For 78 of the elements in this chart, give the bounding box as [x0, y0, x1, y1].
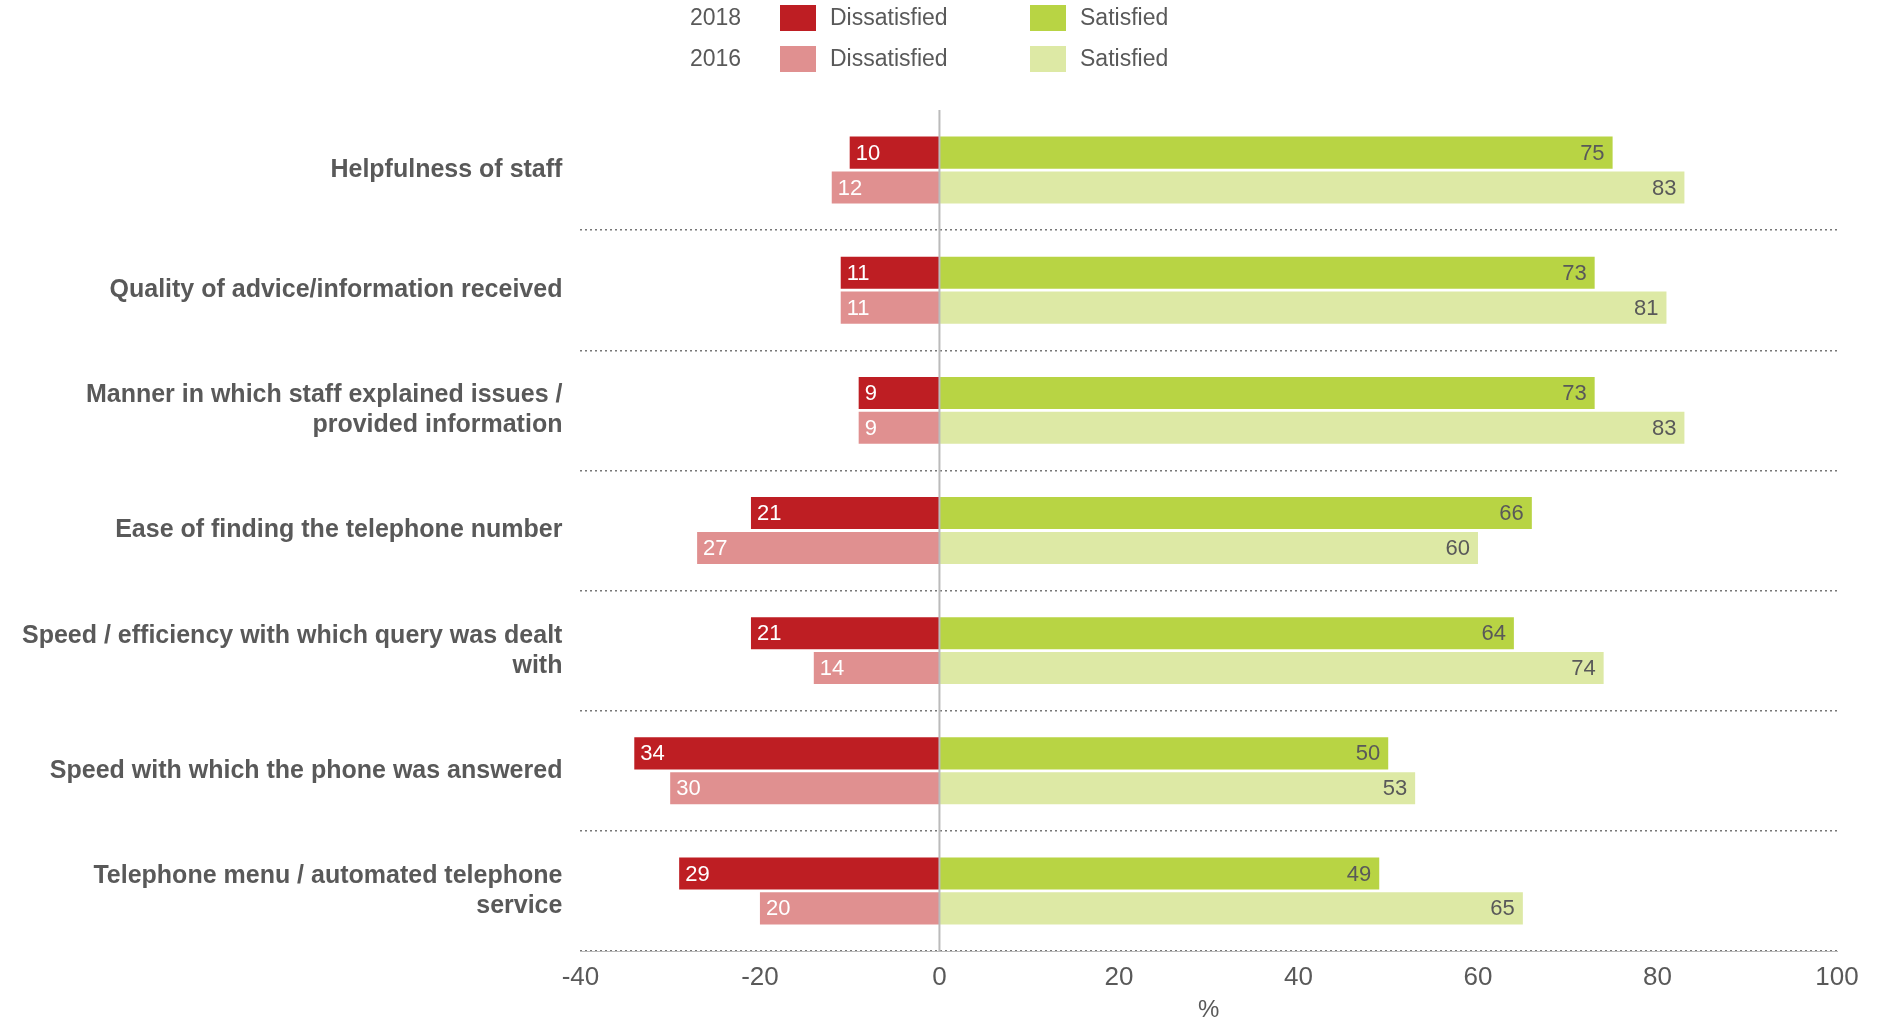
data-label: 11 [846, 259, 870, 285]
legend-label: Dissatisfied [830, 45, 948, 72]
y-tick-label: Ease of finding the telephone number [115, 514, 563, 543]
data-label: 34 [640, 740, 665, 766]
data-label: 81 [1633, 294, 1659, 320]
x-tick-label: -40 [561, 960, 600, 991]
data-label: 9 [864, 414, 877, 440]
data-label: 12 [837, 174, 863, 200]
data-label: 21 [756, 500, 782, 526]
x-tick-label: 0 [932, 960, 947, 991]
x-tick-label: 80 [1643, 960, 1672, 991]
data-label: 74 [1571, 655, 1596, 681]
bar [939, 737, 1389, 770]
y-tick-label: Manner in which staff explained issues / provided information [85, 379, 563, 438]
bar [939, 171, 1685, 204]
x-tick-label: 40 [1284, 960, 1313, 991]
legend-label: Dissatisfied [830, 4, 948, 31]
bar [939, 892, 1523, 925]
y-tick-label: Speed with which the phone was answered [49, 754, 563, 783]
bar [831, 171, 940, 204]
y-tick-label: Helpfulness of staff [330, 153, 564, 182]
x-tick-label: -20 [741, 960, 779, 991]
bar [939, 497, 1532, 530]
text: 2018 [690, 4, 743, 31]
bar [939, 531, 1478, 564]
bar [858, 411, 940, 444]
data-label: 10 [855, 139, 881, 165]
data-label: 9 [864, 380, 877, 405]
bar [750, 617, 940, 650]
x-tick-label: 60 [1463, 960, 1493, 991]
data-label: 49 [1346, 860, 1372, 886]
bar [759, 892, 940, 925]
data-label: 14 [819, 655, 845, 681]
bar [939, 411, 1685, 444]
bar [813, 652, 940, 685]
data-label: 30 [676, 775, 701, 801]
bar [939, 256, 1595, 289]
bar [939, 291, 1667, 324]
bar [840, 256, 940, 289]
bar [849, 136, 940, 169]
bar [697, 531, 940, 564]
bar [939, 376, 1595, 409]
data-label: 21 [756, 620, 782, 646]
data-label: 11 [846, 294, 870, 320]
data-label: 75 [1580, 139, 1605, 165]
bar [939, 136, 1613, 169]
data-label: 83 [1651, 174, 1677, 200]
bar [939, 652, 1604, 685]
x-tick-label: 20 [1104, 960, 1134, 991]
data-label: 53 [1382, 775, 1408, 801]
bar [858, 376, 940, 409]
bar [679, 857, 940, 890]
data-label: 20 [765, 895, 791, 921]
bar [670, 772, 940, 805]
bar [634, 737, 940, 770]
data-label: 83 [1651, 414, 1677, 440]
bar [939, 772, 1416, 805]
x-tick-label: 100 [1815, 960, 1859, 991]
data-label: 65 [1490, 895, 1515, 921]
x-axis-title: % [1198, 995, 1220, 1023]
text: 2016 [690, 45, 743, 72]
data-label: 64 [1481, 620, 1506, 646]
data-label: 27 [703, 534, 728, 560]
data-label: 66 [1499, 500, 1524, 526]
legend-label: Satisfied [1080, 45, 1169, 72]
bar [750, 497, 940, 530]
data-label: 60 [1445, 534, 1470, 560]
legend-label: Satisfied [1080, 4, 1169, 31]
bar [939, 617, 1514, 650]
data-label: 73 [1562, 259, 1587, 285]
data-label: 29 [685, 860, 710, 886]
bar [939, 857, 1380, 890]
y-tick-label: Telephone menu / automated telephone service [93, 859, 563, 918]
y-tick-label: Quality of advice/information received [109, 274, 563, 303]
data-label: 50 [1355, 740, 1381, 766]
bar [840, 291, 940, 324]
data-label: 73 [1562, 380, 1587, 405]
y-tick-label: Speed / efficiency with which query was dealt with [21, 619, 564, 678]
